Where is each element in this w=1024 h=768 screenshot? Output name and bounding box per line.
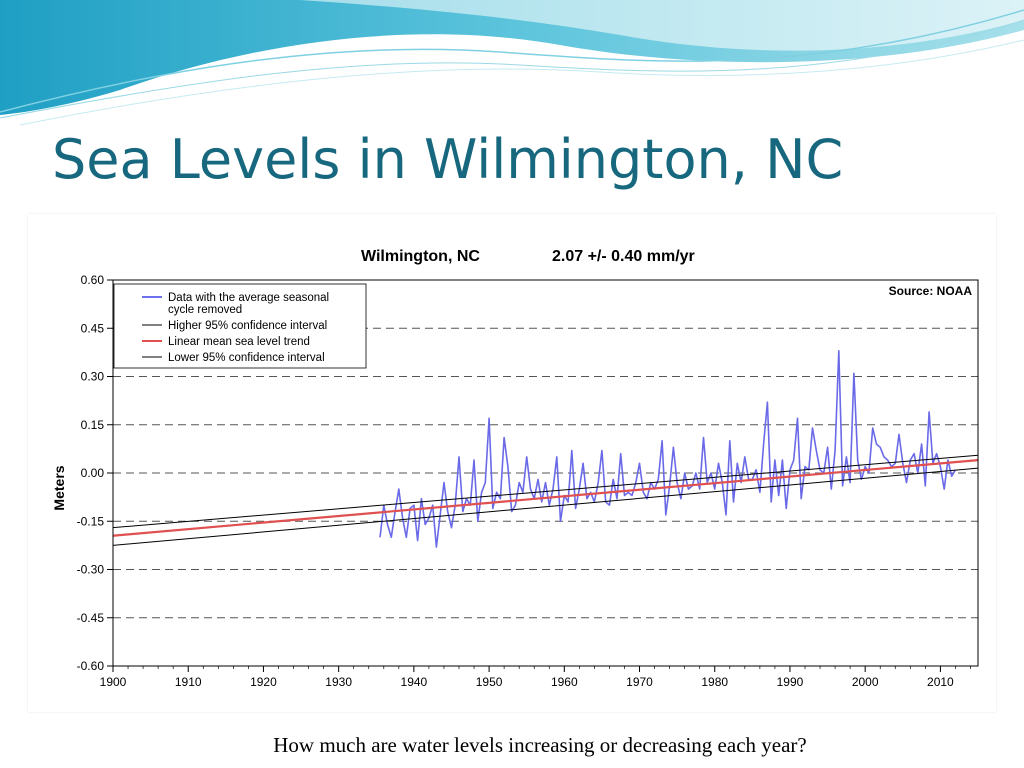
x-tick-label: 1960 [551,675,578,689]
y-tick-label: -0.60 [77,659,105,673]
y-tick-label: 0.45 [81,321,105,335]
legend-label-data-line2: cycle removed [168,304,242,316]
series-observed-data [379,350,957,548]
legend-label-trend: Linear mean sea level trend [168,336,310,348]
legend-item-higher-ci: Higher 95% confidence interval [142,320,327,332]
x-tick-label: 1920 [250,675,277,689]
legend-item-lower-ci: Lower 95% confidence interval [142,352,325,364]
legend-label-lower-ci: Lower 95% confidence interval [168,352,325,364]
x-tick-label: 1910 [175,675,202,689]
axes: 0.60 0.45 0.30 0.15 0.00 -0.15 -0.30 -0.45 -0.60… [77,273,971,689]
sea-level-chart: 0.60 0.45 0.30 0.15 0.00 -0.15 -0.30 -0.45 -0.60… [51,248,979,689]
x-tick-label: 1900 [100,675,127,689]
x-tick-label: 1930 [325,675,352,689]
x-tick-label: 2010 [927,675,954,689]
legend-item-data: Data with the average seasonal cycle rem… [142,292,329,316]
chart-rate: 2.07 +/- 0.40 mm/yr [552,248,695,265]
legend-item-trend: Linear mean sea level trend [142,336,310,348]
legend-label-data: Data with the average seasonal [168,292,329,304]
slide-question: How much are water levels increasing or … [0,733,1024,758]
legend-label-higher-ci: Higher 95% confidence interval [168,320,327,332]
y-tick-label: -0.45 [77,611,105,625]
x-tick-label: 1980 [701,675,728,689]
grid-lines [113,327,978,619]
y-tick-label: -0.30 [77,563,105,577]
x-tick-label: 2000 [852,675,879,689]
question-text: How much are water levels increasing or … [273,733,807,757]
y-tick-label: 0.00 [81,466,105,480]
x-tick-label: 1990 [777,675,804,689]
legend: Data with the average seasonal cycle rem… [113,283,367,369]
series-lower-ci [112,467,979,546]
chart-panel: 0.60 0.45 0.30 0.15 0.00 -0.15 -0.30 -0.45 -0.60… [28,214,996,712]
y-tick-label: 0.15 [81,418,105,432]
y-axis-label: Meters [51,465,67,510]
slide-title: Sea Levels in Wilmington, NC [52,128,844,191]
x-tick-label: 1950 [476,675,503,689]
series-linear-trend [112,459,979,537]
y-tick-label: 0.30 [81,370,105,384]
y-tick-label: -0.15 [77,514,105,528]
chart-title: Wilmington, NC [361,248,480,265]
x-tick-label: 1940 [401,675,428,689]
x-tick-label: 1970 [626,675,653,689]
data-layer [112,350,979,548]
y-tick-label: 0.60 [81,273,105,287]
series-higher-ci [112,454,979,529]
decorative-wave-banner [0,0,1024,126]
source-label: Source: NOAA [889,284,973,298]
